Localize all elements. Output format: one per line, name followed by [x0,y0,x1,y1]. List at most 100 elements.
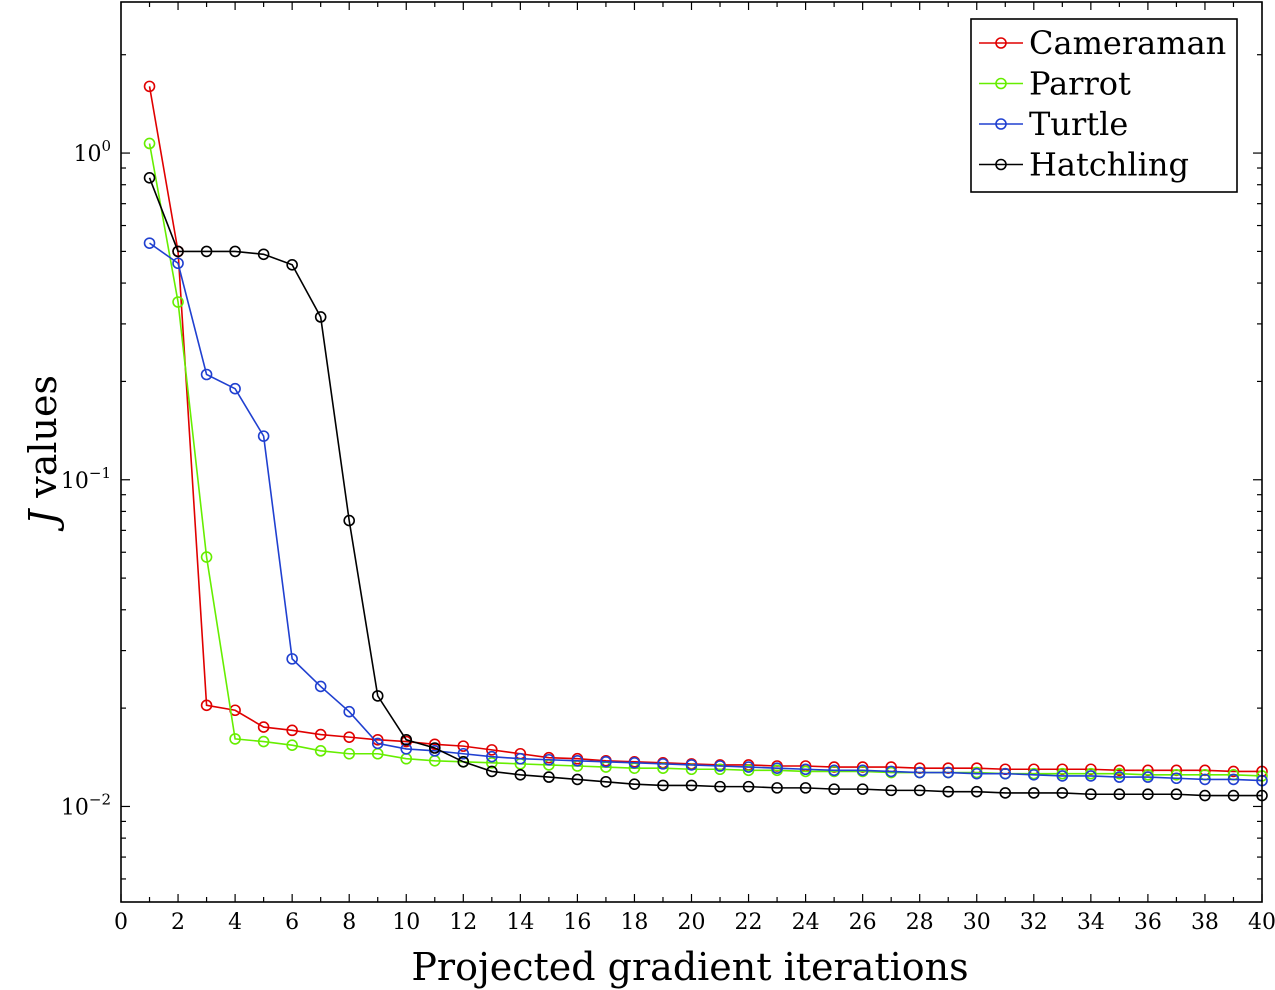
data-point-turtle [286,653,298,665]
data-point-turtle [942,766,955,779]
data-point-turtle [1199,773,1211,786]
data-point-hatchling [514,769,527,781]
data-point-parrot [343,747,356,760]
data-point-hatchling [457,755,470,768]
data-point-hatchling [371,690,384,702]
legend-label: Hatchling [1029,146,1189,184]
data-point-turtle [856,764,869,777]
y-axis-label-variable: J [21,508,65,532]
series-turtle [143,237,1268,787]
x-tick-label: 12 [449,910,477,935]
legend-label: Cameraman [1029,24,1226,62]
legend-label: Turtle [1029,105,1128,143]
data-point-turtle [400,743,413,755]
data-point-hatchling [942,785,955,798]
data-point-turtle [143,237,156,249]
data-point-parrot [1113,767,1126,780]
data-point-parrot [172,296,184,308]
x-tick-label: 38 [1191,910,1219,935]
x-tick-label: 8 [342,910,356,935]
data-point-turtle [257,430,270,442]
data-point-turtle [457,747,470,760]
x-tick-label: 40 [1248,910,1275,935]
x-axis-label: Projected gradient iterations [411,945,968,989]
x-tick-label: 26 [849,910,877,935]
y-tick-label: 100 [73,137,111,167]
data-point-turtle [343,705,356,718]
data-point-hatchling [543,771,555,783]
data-point-turtle [628,757,641,769]
data-point-turtle [172,257,184,270]
data-point-turtle [714,760,726,772]
data-point-turtle [600,755,612,768]
data-point-parrot [143,137,156,150]
legend-item-turtle: Turtle [979,105,1128,143]
legend-box [970,18,1238,193]
data-point-cameraman [457,740,470,752]
data-point-hatchling [1170,788,1183,801]
data-point-hatchling [200,245,213,258]
data-point-hatchling [885,784,897,797]
x-tick-label: 28 [906,910,934,935]
series-hatchling [143,172,1268,802]
data-point-hatchling [1056,787,1069,799]
data-point-turtle [1113,771,1126,783]
data-point-hatchling [229,245,241,258]
data-point-hatchling [343,514,356,527]
legend-swatch-marker [995,158,1007,171]
data-point-turtle [828,764,840,777]
y-axis-label-text: values [21,375,65,510]
data-point-turtle [200,368,213,381]
data-point-hatchling [428,742,441,754]
legend-item-hatchling: Hatchling [979,146,1189,184]
series-line-turtle [149,242,1263,782]
data-point-turtle [543,753,555,766]
data-point-hatchling [657,779,669,792]
data-point-hatchling [913,784,926,797]
y-tick-label-base: 10 [73,142,101,167]
series-line-parrot [148,143,1263,777]
data-point-parrot [1170,769,1183,781]
x-tick-label: 6 [285,910,299,935]
data-point-turtle [314,680,327,693]
data-point-hatchling [714,780,726,793]
y-tick-label: 10−2 [61,790,111,820]
data-point-turtle [771,762,783,774]
data-point-turtle [799,763,812,776]
data-point-parrot [286,739,298,752]
data-point-turtle [571,754,584,767]
data-point-cameraman [371,733,384,746]
data-point-cameraman [1113,764,1126,777]
data-point-parrot [486,757,498,769]
data-point-hatchling [970,785,983,798]
legend-label: Parrot [1029,65,1131,103]
data-point-turtle [685,759,698,771]
x-tick-label: 22 [735,910,763,935]
series-line-cameraman [148,86,1262,773]
data-point-hatchling [1142,788,1154,801]
data-point-parrot [229,733,241,745]
data-point-turtle [999,767,1012,780]
x-tick-label: 24 [792,910,820,935]
x-tick-label: 30 [963,910,991,935]
data-point-hatchling [685,779,698,792]
data-point-turtle [229,382,241,395]
data-point-hatchling [143,172,156,184]
y-tick-label-base: 10 [61,795,89,820]
data-point-hatchling [486,765,498,778]
data-point-turtle [1085,770,1097,782]
data-point-parrot [714,763,726,776]
x-tick-label: 0 [114,910,128,935]
x-tick-label: 34 [1077,910,1105,935]
data-point-hatchling [742,780,755,793]
data-point-hatchling [257,248,270,261]
data-point-hatchling [1227,789,1240,802]
data-point-hatchling [828,783,840,795]
data-point-cameraman [1227,765,1240,778]
data-point-hatchling [999,787,1012,799]
data-point-turtle [514,752,527,765]
data-point-cameraman [343,731,356,743]
data-point-turtle [913,766,926,779]
data-point-hatchling [799,782,812,794]
